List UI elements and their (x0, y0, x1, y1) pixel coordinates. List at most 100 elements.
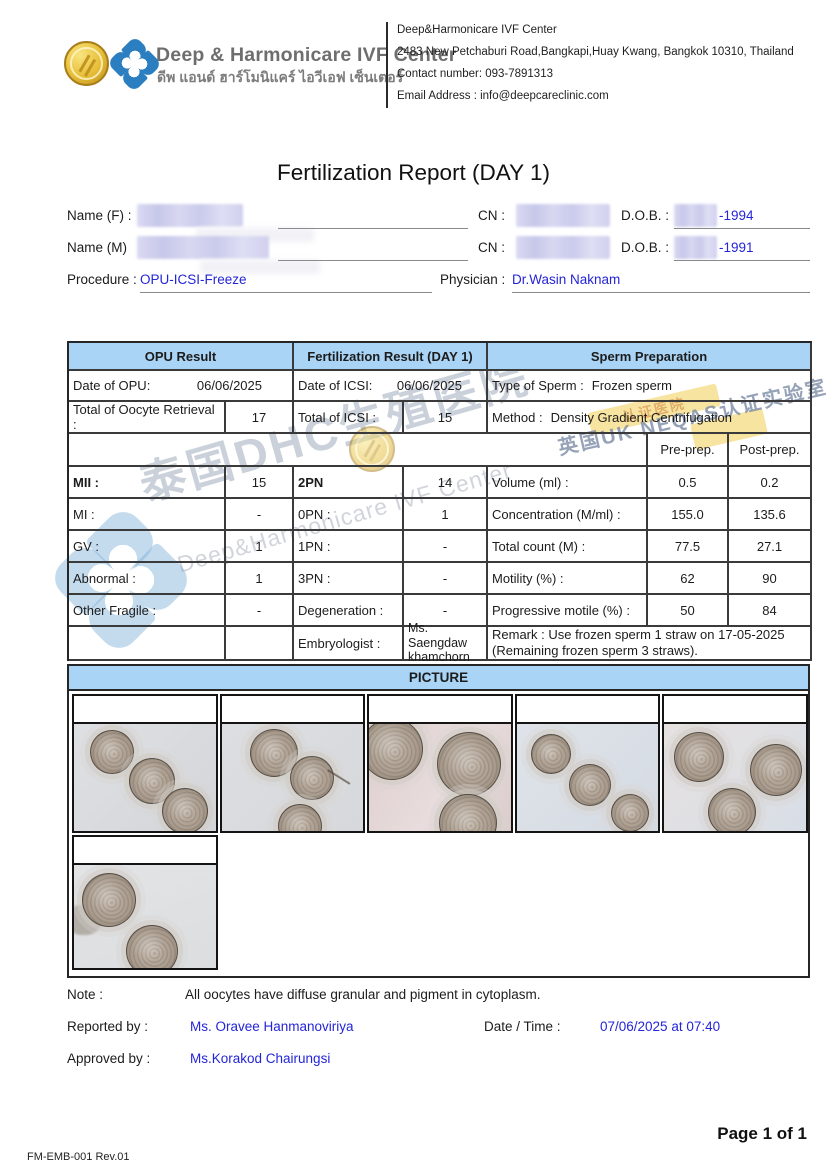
opu-row-value: - (226, 499, 294, 531)
sperm-row-post: 84 (729, 595, 812, 627)
header-divider (386, 22, 388, 108)
sperm-row-label: Concentration (M/ml) : (488, 499, 648, 531)
note-label: Note : (67, 987, 104, 1002)
microscope-image (516, 724, 659, 831)
oocyte-total-value: 17 (226, 402, 294, 434)
fert-row-label: 3PN : (294, 563, 404, 595)
clover-logo-icon (106, 35, 163, 93)
sperm-method-cell: Method : Density Gradient Centrifugation (488, 402, 812, 434)
gold-coin-logo-icon (64, 41, 109, 86)
org-name: Deep & Harmonicare IVF Center (156, 44, 457, 66)
fert-row-value: - (404, 531, 488, 563)
name-f-underline (278, 227, 468, 229)
dob-f-underline (674, 227, 810, 229)
fert-row-value: - (404, 563, 488, 595)
section-header-opu: OPU Result (69, 343, 294, 371)
image-label-strip (664, 696, 806, 724)
reported-by-label: Reported by : (67, 1019, 149, 1034)
pre-prep-header: Pre-prep. (648, 434, 729, 467)
sperm-row-pre: 62 (648, 563, 729, 595)
approved-by-value: Ms.Korakod Chairungsi (190, 1051, 331, 1066)
procedure-underline (140, 291, 432, 293)
opu-row-label: Other Fragile : (69, 595, 226, 627)
oocyte-image-6 (72, 835, 218, 970)
fert-row-value: 1 (404, 499, 488, 531)
org-address-block: Deep&Harmonicare IVF Center 2483 New Pet… (397, 19, 794, 107)
org-name-thai: ดีพ แอนด์ ฮาร์โมนิแคร์ ไอวีเอฟ เซ็นเตอร์ (157, 69, 404, 85)
redaction-shadow (200, 260, 320, 274)
opu-date-label: Date of OPU: (73, 378, 151, 393)
microscope-image (74, 724, 216, 831)
form-code: FM-EMB-001 Rev.01 (27, 1151, 130, 1163)
empty-cell (69, 627, 226, 661)
icsi-date-cell: Date of ICSI: 06/06/2025 (294, 371, 488, 402)
image-label-strip (74, 696, 216, 724)
sperm-method-label: Method : (492, 409, 543, 425)
dob-m-value: -1991 (719, 240, 754, 255)
section-header-sperm: Sperm Preparation (488, 343, 812, 371)
opu-row-label: MI : (69, 499, 226, 531)
org-address-line: Contact number: 093-7891313 (397, 68, 553, 80)
page-number: Page 1 of 1 (717, 1124, 807, 1143)
empty-cell (69, 434, 648, 467)
sperm-row-pre: 77.5 (648, 531, 729, 563)
sperm-type-value: Frozen sperm (591, 378, 672, 393)
cn-f-label: CN : (478, 208, 505, 223)
name-m-underline (278, 259, 468, 261)
microscope-image (369, 724, 511, 831)
dob-f-label: D.O.B. : (621, 208, 670, 223)
embryologist-label: Embryologist : (294, 627, 404, 661)
fert-row-label: 0PN : (294, 499, 404, 531)
note-value: All oocytes have diffuse granular and pi… (185, 987, 541, 1002)
cn-m-label: CN : (478, 240, 505, 255)
opu-row-value: - (226, 595, 294, 627)
sperm-row-post: 135.6 (729, 499, 812, 531)
org-address-line: 2483 New Petchaburi Road,Bangkapi,Huay K… (397, 46, 794, 58)
picture-section-header: PICTURE (67, 664, 810, 691)
reported-by-value: Ms. Oravee Hanmanoviriya (190, 1019, 354, 1034)
name-m-label: Name (M) (67, 240, 127, 255)
dob-f-value: -1994 (719, 208, 754, 223)
section-header-fertilization: Fertilization Result (DAY 1) (294, 343, 488, 371)
physician-value: Dr.Wasin Naknam (512, 272, 621, 287)
picture-section-body (67, 691, 810, 978)
name-f-label: Name (F) : (67, 208, 132, 223)
name-m-redacted (137, 236, 269, 259)
remark-cell: Remark : Use frozen sperm 1 straw on 17-… (488, 627, 812, 661)
procedure-label: Procedure : (67, 272, 137, 287)
fert-row-value: - (404, 595, 488, 627)
name-f-redacted (137, 204, 243, 227)
sperm-type-cell: Type of Sperm : Frozen sperm (488, 371, 812, 402)
sperm-type-label: Type of Sperm : (492, 378, 584, 393)
oocyte-total-label: Total of Oocyte Retrieval : (69, 402, 226, 434)
org-address-line: Deep&Harmonicare IVF Center (397, 24, 557, 36)
physician-underline (512, 291, 810, 293)
sperm-row-label: Progressive motile (%) : (488, 595, 648, 627)
fert-row-label: 2PN (294, 467, 404, 499)
oocyte-image-4 (514, 694, 661, 833)
microscope-image (221, 724, 364, 831)
datetime-value: 07/06/2025 at 07:40 (600, 1019, 721, 1034)
image-label-strip (74, 837, 216, 865)
sperm-row-label: Volume (ml) : (488, 467, 648, 499)
approved-by-label: Approved by : (67, 1051, 151, 1066)
physician-label: Physician : (440, 272, 506, 287)
opu-row-label: MII : (69, 467, 226, 499)
opu-row-value: 15 (226, 467, 294, 499)
procedure-value: OPU-ICSI-Freeze (140, 272, 247, 287)
opu-row-value: 1 (226, 563, 294, 595)
opu-row-label: GV : (69, 531, 226, 563)
embryologist-value: Ms. Saengdaw khamchorn (404, 621, 488, 664)
opu-date-cell: Date of OPU: 06/06/2025 (69, 371, 294, 402)
org-address-line: Email Address : info@deepcareclinic.com (397, 90, 609, 102)
post-prep-header: Post-prep. (729, 434, 812, 467)
fert-row-label: 1PN : (294, 531, 404, 563)
opu-date-value: 06/06/2025 (196, 378, 262, 393)
sperm-row-post: 90 (729, 563, 812, 595)
sperm-row-pre: 0.5 (648, 467, 729, 499)
microscope-image (74, 865, 216, 968)
datetime-label: Date / Time : (484, 1019, 561, 1034)
oocyte-image-5 (662, 694, 808, 833)
cn-f-redacted (516, 204, 610, 227)
